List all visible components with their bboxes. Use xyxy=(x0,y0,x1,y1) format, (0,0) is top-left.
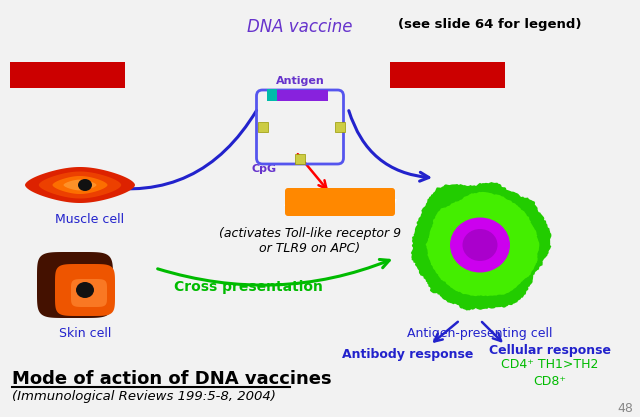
Polygon shape xyxy=(71,279,107,307)
Text: Direct route: Direct route xyxy=(399,68,494,82)
FancyBboxPatch shape xyxy=(390,62,505,88)
Text: CD4⁺ TH1>TH2
CD8⁺: CD4⁺ TH1>TH2 CD8⁺ xyxy=(501,358,598,388)
Bar xyxy=(295,154,305,164)
Text: Skin cell: Skin cell xyxy=(59,327,111,340)
Text: CpG: CpG xyxy=(252,164,277,174)
Text: Cross presentation: Cross presentation xyxy=(173,280,323,294)
Polygon shape xyxy=(39,171,121,198)
Text: (activates Toll-like receptor 9
or TLR9 on APC): (activates Toll-like receptor 9 or TLR9 … xyxy=(219,227,401,255)
Polygon shape xyxy=(52,176,108,194)
Bar xyxy=(272,90,328,101)
Polygon shape xyxy=(63,180,97,191)
Text: Adjuvant activity: Adjuvant activity xyxy=(284,196,397,208)
FancyBboxPatch shape xyxy=(285,188,395,216)
Bar xyxy=(335,122,344,132)
Ellipse shape xyxy=(78,179,92,191)
Text: (see slide 64 for legend): (see slide 64 for legend) xyxy=(398,18,582,31)
Polygon shape xyxy=(37,252,113,318)
Bar xyxy=(267,89,277,101)
Text: Antigen: Antigen xyxy=(276,76,324,86)
Polygon shape xyxy=(25,167,135,203)
Polygon shape xyxy=(55,264,115,316)
Polygon shape xyxy=(426,192,540,296)
Text: Cellular response: Cellular response xyxy=(489,344,611,357)
Text: Indirect route: Indirect route xyxy=(13,68,121,82)
Text: Antibody response: Antibody response xyxy=(342,348,474,361)
Text: DNA vaccine: DNA vaccine xyxy=(247,18,353,36)
Text: Mode of action of DNA vaccines: Mode of action of DNA vaccines xyxy=(12,370,332,388)
Ellipse shape xyxy=(450,218,510,272)
Text: 48: 48 xyxy=(617,402,633,414)
Ellipse shape xyxy=(463,229,497,261)
Bar xyxy=(257,122,268,132)
Ellipse shape xyxy=(76,282,94,298)
Text: (Immunological Reviews 199:5-8, 2004): (Immunological Reviews 199:5-8, 2004) xyxy=(12,390,276,403)
FancyBboxPatch shape xyxy=(10,62,125,88)
Text: Antigen-presenting cell: Antigen-presenting cell xyxy=(407,327,553,340)
Polygon shape xyxy=(411,182,552,311)
Text: Muscle cell: Muscle cell xyxy=(56,213,125,226)
